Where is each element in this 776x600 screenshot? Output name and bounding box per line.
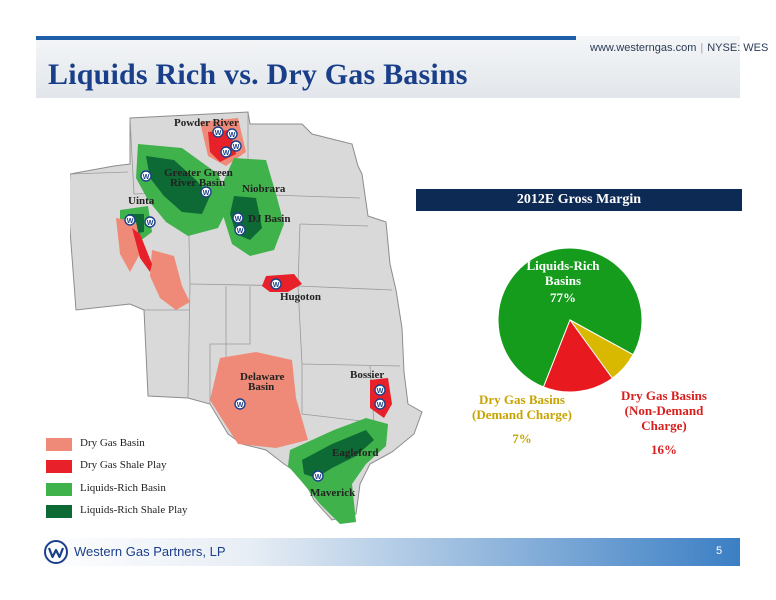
header-bar [36,36,740,98]
svg-text:W: W [315,474,322,481]
label-bossier: Bossier [350,369,384,381]
svg-text:W: W [223,150,230,157]
legend-item-liquids-rich-shale-play: Liquids-Rich Shale Play [46,504,246,520]
pie-percent: 77% [550,290,576,305]
legend-swatch [46,483,72,496]
pie-label-line: Basins [544,273,582,288]
svg-text:W: W [229,132,236,139]
san-juan-dry-gas-basin [150,250,190,310]
label-maverick: Maverick [310,487,356,499]
western-gas-logo-icon [44,540,68,564]
svg-text:W: W [215,130,222,137]
svg-text:W: W [233,144,240,151]
legend-label: Dry Gas Shale Play [80,459,167,471]
pie-percent: 7% [512,431,532,446]
label-niobrara: Niobrara [242,183,286,195]
svg-text:W: W [273,282,280,289]
legend-label: Dry Gas Basin [80,437,145,449]
wes-markers: W W W W W W W W W W W W W W W [124,126,386,482]
pie-label-line: (Demand Charge) [471,407,572,422]
pie-label-line: (Non-Demand [624,403,704,418]
legend-swatch [46,438,72,451]
label-uinta: Uinta [128,195,155,207]
svg-text:W: W [235,216,242,223]
label-delaware-2: Basin [248,381,274,393]
gross-margin-pie [497,247,643,393]
delaware-dry-gas-basin [210,352,308,448]
legend-item-dry-gas-shale-play: Dry Gas Shale Play [46,459,246,475]
pie-label-liquids-rich: Liquids-Rich Basins 77% [522,258,604,305]
legend-label: Liquids-Rich Shale Play [80,504,188,516]
svg-text:W: W [237,402,244,409]
legend-swatch [46,505,72,518]
legend-swatch [46,460,72,473]
label-greater-green-river-2: River Basin [170,177,225,189]
label-greater-green-river-1: Greater Green [164,167,233,179]
header-accent-line [36,36,576,40]
legend-item-dry-gas-basin: Dry Gas Basin [46,437,246,453]
pie-label-dry-gas-non-demand: Dry Gas Basins (Non-Demand Charge) 16% [604,388,724,457]
page-number: 5 [716,545,723,557]
gross-margin-title: 2012E Gross Margin [416,189,742,211]
ticker: NYSE: WES [707,42,769,54]
label-powder-river: Powder River [174,117,239,129]
pie-label-line: Charge) [641,418,687,433]
svg-text:W: W [377,388,384,395]
label-eagleford: Eagleford [332,447,378,459]
svg-text:W: W [237,228,244,235]
legend-label: Liquids-Rich Basin [80,482,166,494]
pie-label-line: Dry Gas Basins [479,392,565,407]
svg-text:W: W [377,402,384,409]
website-link[interactable]: www.westerngas.com [590,42,697,54]
basin-map: W W W W W W W W W W W W W W W Powder Riv… [70,111,423,524]
greater-green-river-shale [146,156,210,214]
pie-label-dry-gas-demand: Dry Gas Basins (Demand Charge) 7% [462,392,582,446]
header-site-info: www.westerngas.com | NYSE: WES [590,42,769,54]
footer-bar [36,538,740,566]
eagleford-shale [302,430,374,478]
pie-label-line: Liquids-Rich [526,258,600,273]
label-hugoton: Hugoton [280,291,321,303]
pie-slice-dry-gas-non-demand [542,318,614,393]
company-name: Western Gas Partners, LP [74,544,226,559]
label-dj-basin: DJ Basin [248,213,291,225]
piceance-shale [132,228,152,272]
legend-item-liquids-rich-basin: Liquids-Rich Basin [46,482,246,498]
svg-text:W: W [203,190,210,197]
svg-text:W: W [143,174,150,181]
pie-label-line: Dry Gas Basins [621,388,707,403]
pie-slice-liquids-rich [497,247,643,388]
svg-text:W: W [127,218,134,225]
page-title: Liquids Rich vs. Dry Gas Basins [48,58,468,91]
pie-percent: 16% [651,442,677,457]
label-delaware-1: Delaware [240,371,285,383]
svg-text:W: W [147,220,154,227]
